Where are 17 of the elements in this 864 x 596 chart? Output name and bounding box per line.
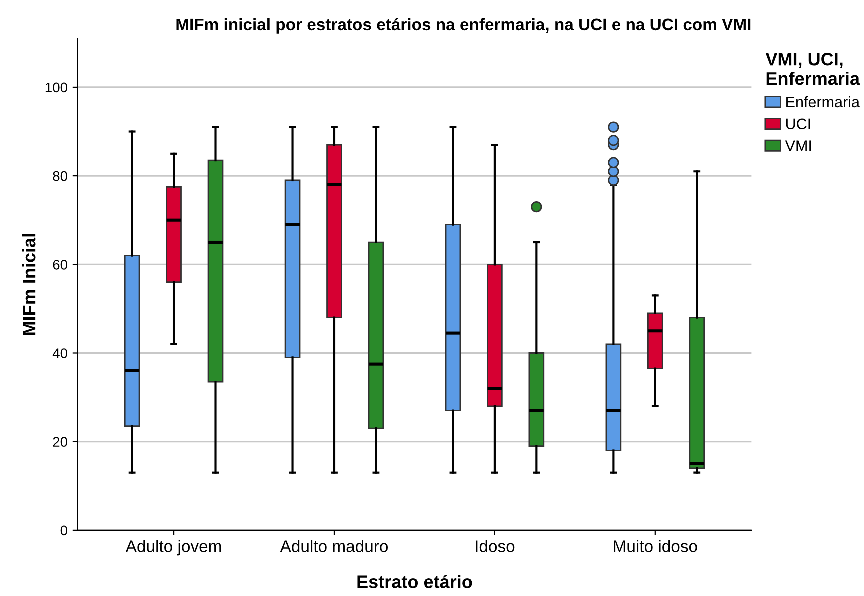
y-tick-label: 20 [53,437,68,448]
x-tick-label: Adulto jovem [126,540,222,556]
x-tick-label: Muito idoso [614,540,698,552]
x-tick-label: Idoso [476,540,515,552]
legend-label: VMI [785,140,812,152]
y-tick-label: 0 [60,526,68,536]
legend-label: Enfermaria [786,96,860,108]
x-tick-label: Adulto maduro [280,540,388,552]
y-tick-label: 80 [53,171,68,182]
legend-title: VMI, UCI, Enfermaria [766,52,860,86]
chart-title: MIFm inicial por estratos etários na enfermaria, na UCI e na UCI com VMI [176,18,751,34]
y-tick-label: 40 [52,348,68,358]
y-axis-title: MIFm Inicial [22,234,36,336]
legend-label: UCI [786,118,810,130]
y-tick-label: 100 [46,82,68,93]
x-axis-title: Estrato etário [358,574,472,588]
y-tick-label: 60 [53,260,68,270]
